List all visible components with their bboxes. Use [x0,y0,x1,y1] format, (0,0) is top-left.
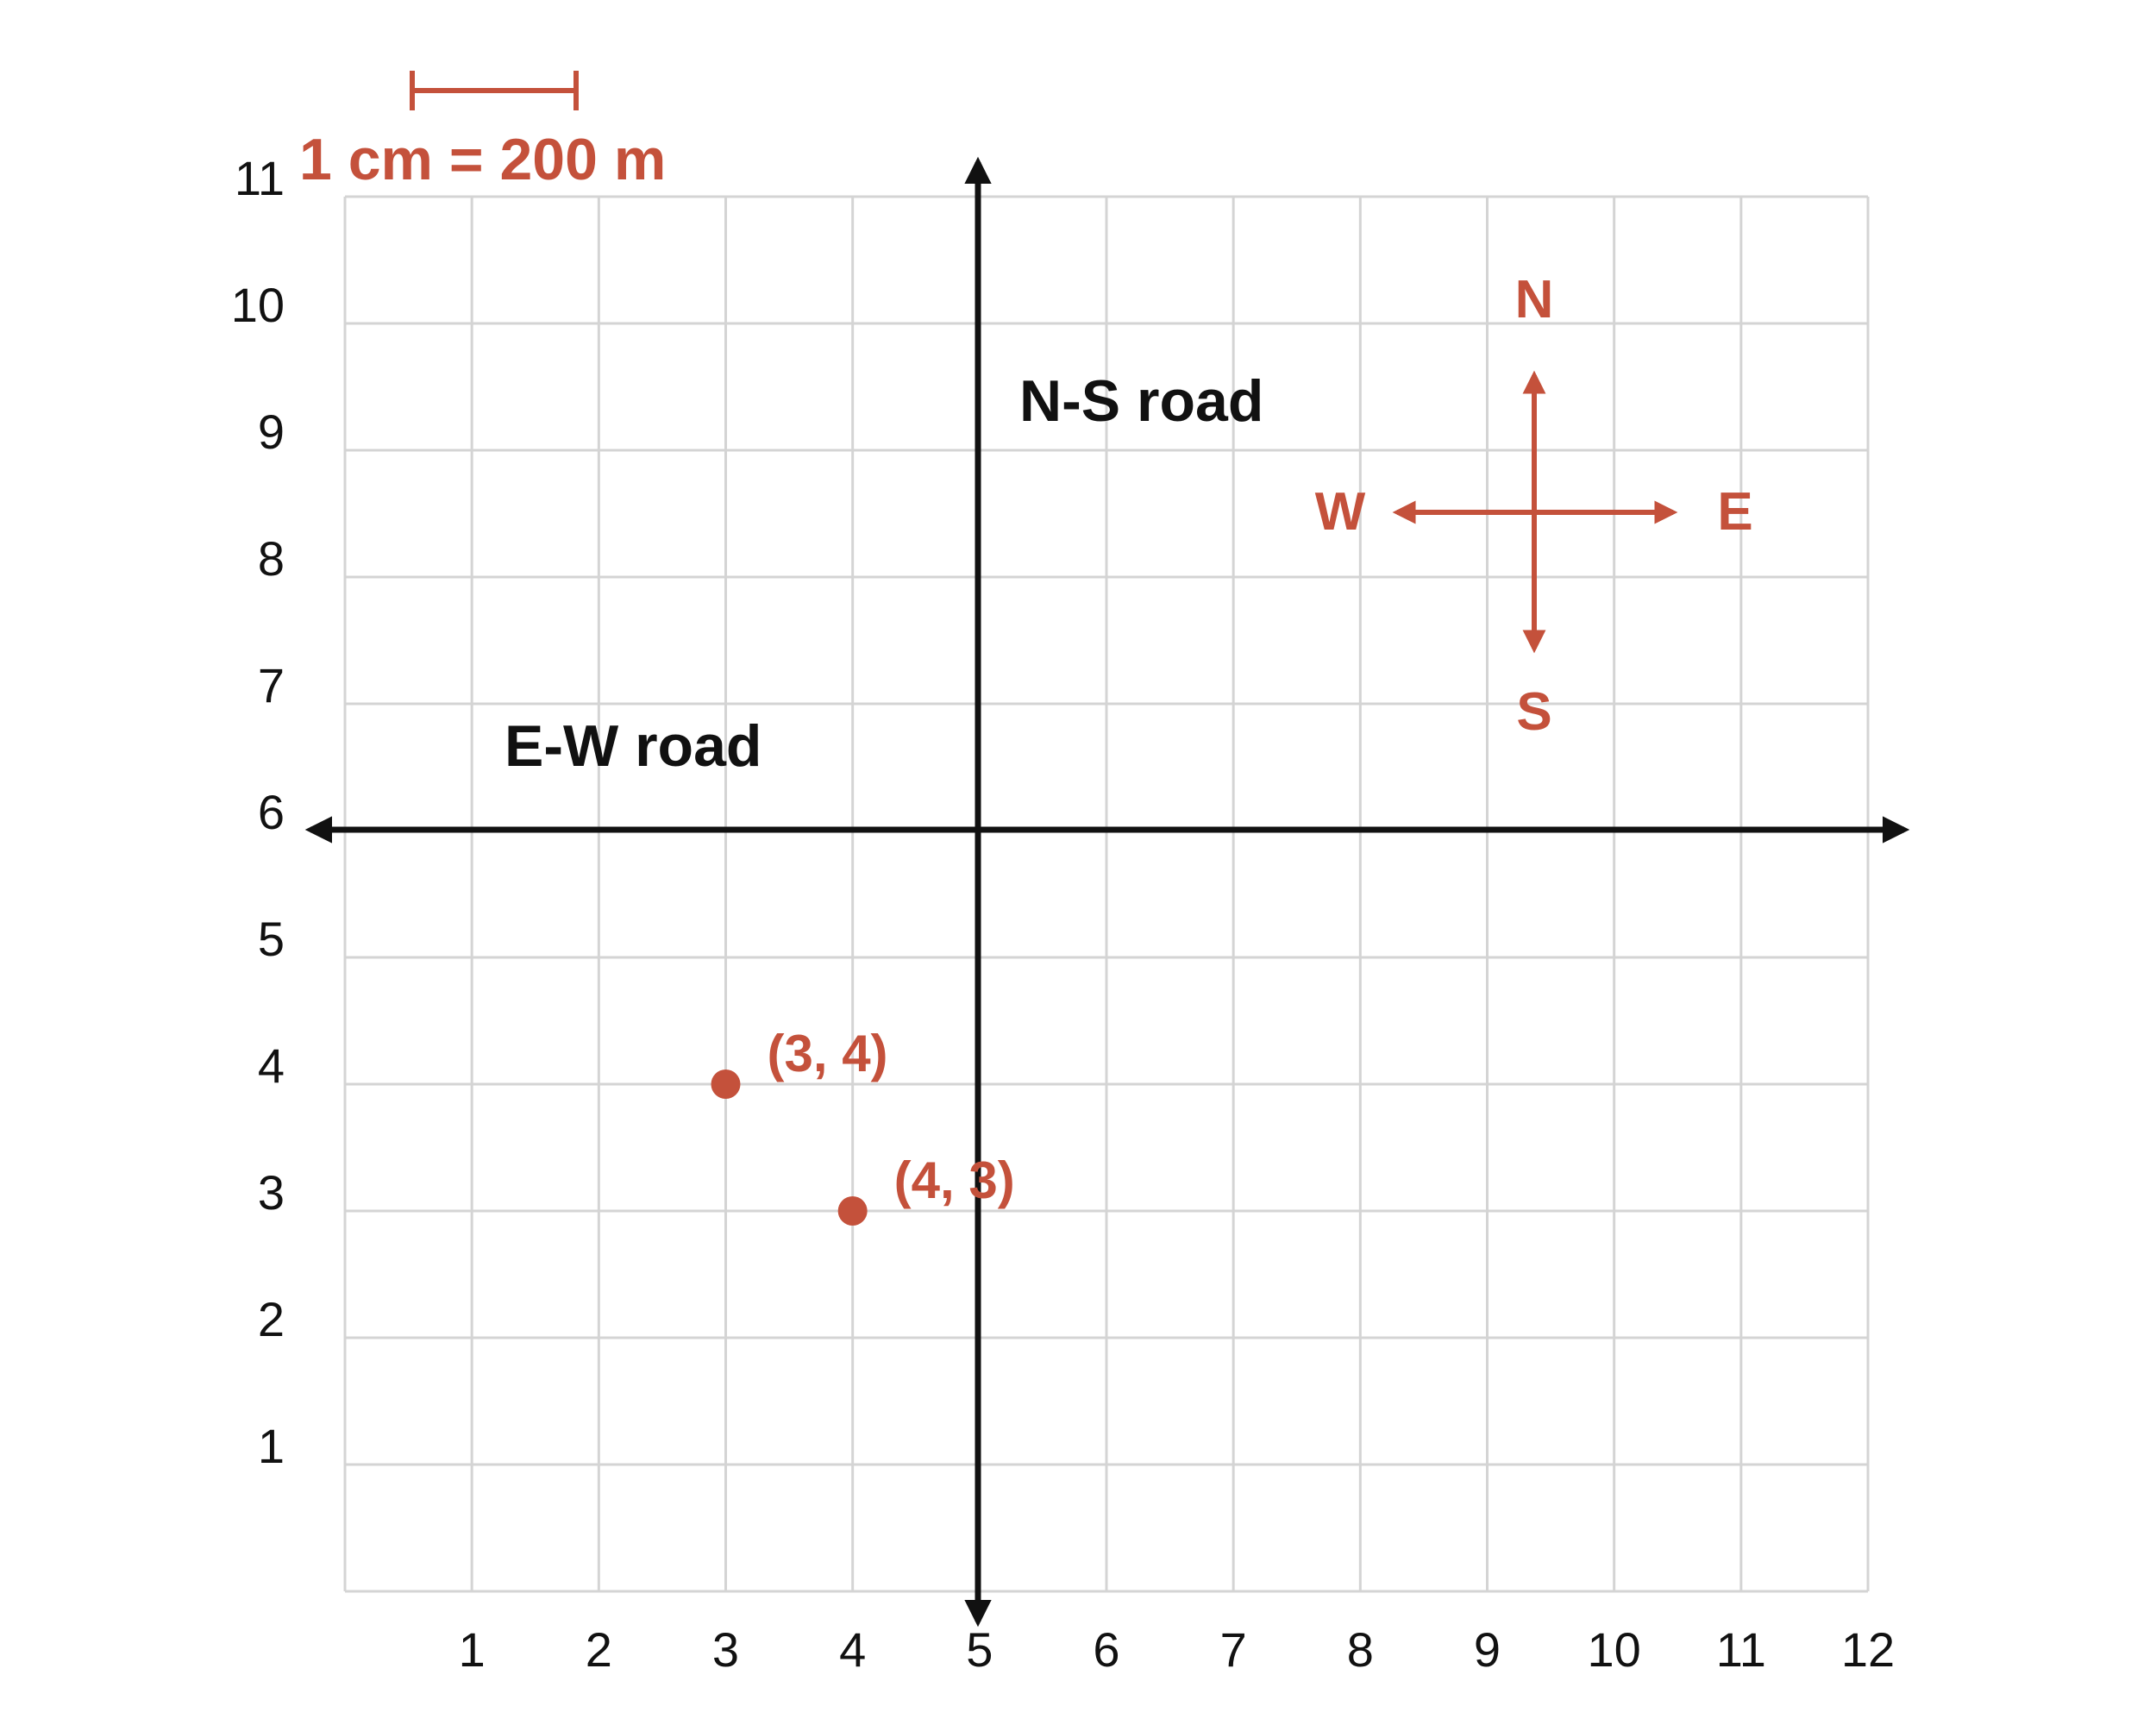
x-tick-label: 3 [712,1622,739,1677]
y-tick-label: 10 [231,278,285,332]
compass-n-label: N [1515,270,1554,329]
x-tick-label: 6 [1093,1622,1119,1677]
y-tick-label: 5 [258,912,285,966]
x-tick-label: 11 [1716,1622,1766,1677]
x-tick-label: 1 [459,1622,486,1677]
point-group: (4, 3) [837,1151,1015,1226]
y-tick-label: 7 [258,658,285,712]
y-tick-label: 2 [258,1292,285,1346]
x-tick-label: 5 [966,1622,993,1677]
y-tick-label: 9 [258,405,285,459]
compass-s-label: S [1516,682,1551,742]
y-tick-label: 1 [258,1419,285,1473]
y-tick-label: 4 [258,1038,285,1093]
y-tick-label: 8 [258,531,285,586]
x-tick-label: 12 [1841,1622,1895,1677]
scale-label: 1 cm = 200 m [299,127,666,192]
plotted-points: (3, 4) (4, 3) [711,1025,1015,1226]
compass-rose: N S E W [1315,270,1753,742]
point-label: (3, 4) [768,1025,888,1082]
ew-road-label: E-W road [505,713,761,779]
compass-e-label: E [1717,482,1752,542]
y-axis-tick-labels: 1 2 3 4 5 6 7 8 9 10 11 [231,151,285,1473]
point-label: (4, 3) [894,1151,1015,1209]
x-tick-label: 8 [1347,1622,1374,1677]
x-tick-label: 9 [1474,1622,1501,1677]
point-group: (3, 4) [711,1025,888,1099]
point-marker [711,1070,741,1099]
y-tick-label: 3 [258,1165,285,1220]
x-axis-tick-labels: 1 2 3 4 5 6 7 8 9 10 11 12 [459,1622,1896,1677]
x-tick-label: 2 [586,1622,612,1677]
point-marker [837,1196,868,1226]
compass-w-label: W [1315,482,1366,542]
y-tick-label: 11 [235,151,285,205]
y-tick-label: 6 [258,785,285,839]
x-tick-label: 10 [1588,1622,1641,1677]
scale-bar: 1 cm = 200 m [299,71,666,192]
ns-road-label: N-S road [1019,368,1263,434]
x-tick-label: 7 [1220,1622,1247,1677]
x-tick-label: 4 [839,1622,866,1677]
